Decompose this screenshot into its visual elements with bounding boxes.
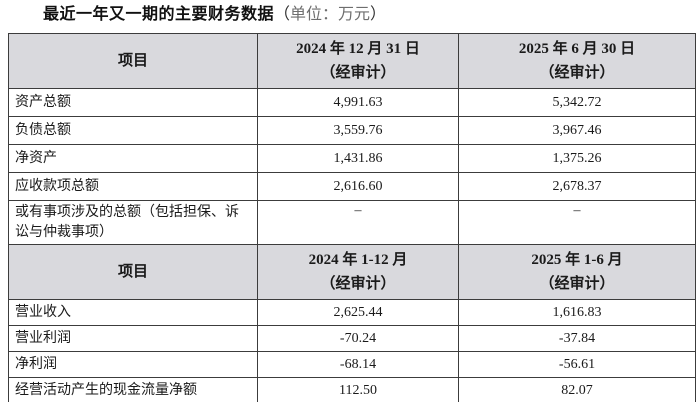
title-text: 最近一年又一期的主要财务数据	[43, 6, 275, 23]
table-row: 应收款项总额 2,616.60 2,678.37	[8, 172, 696, 201]
value-cell: -68.14	[257, 351, 459, 378]
table-row: 经营活动产生的现金流量净额 112.50 82.07	[8, 377, 696, 402]
value-cell: 112.50	[257, 377, 459, 402]
header-period2-cell: 2025 年 1-6 月 （经审计）	[458, 244, 696, 300]
value-cell: –	[257, 200, 459, 245]
table-header-balance: 项目 2024 年 12 月 31 日 （经审计） 2025 年 6 月 30 …	[8, 33, 696, 89]
table-row: 或有事项涉及的总额（包括担保、诉讼与仲裁事项） – –	[8, 200, 696, 245]
title-paren-close: ）	[370, 6, 387, 23]
table-row: 资产总额 4,991.63 5,342.72	[8, 88, 696, 117]
row-label-cell: 负债总额	[8, 116, 258, 145]
row-label-cell: 营业利润	[8, 325, 258, 352]
row-label-cell: 营业收入	[8, 299, 258, 326]
value-cell: 1,431.86	[257, 144, 459, 173]
title-paren-open: （	[274, 6, 291, 23]
header-period1-cell: 2024 年 1-12 月 （经审计）	[257, 244, 459, 300]
value-cell: 4,991.63	[257, 88, 459, 117]
row-label-cell: 经营活动产生的现金流量净额	[8, 377, 258, 402]
header-date2-cell: 2025 年 6 月 30 日 （经审计）	[458, 33, 696, 89]
value-cell: 5,342.72	[458, 88, 696, 117]
table-row: 负债总额 3,559.76 3,967.46	[8, 116, 696, 145]
value-cell: 82.07	[458, 377, 696, 402]
table-row: 净利润 -68.14 -56.61	[8, 351, 696, 378]
row-label-cell: 净资产	[8, 144, 258, 173]
value-cell: 2,678.37	[458, 172, 696, 201]
value-cell: 2,625.44	[257, 299, 459, 326]
table-row: 营业利润 -70.24 -37.84	[8, 325, 696, 352]
row-label-cell: 或有事项涉及的总额（包括担保、诉讼与仲裁事项）	[8, 200, 258, 245]
header-item-cell: 项目	[8, 33, 258, 89]
row-label-cell: 资产总额	[8, 88, 258, 117]
value-cell: 1,616.83	[458, 299, 696, 326]
header-date1-line1: 2024 年 12 月 31 日	[296, 41, 420, 57]
value-cell: 3,559.76	[257, 116, 459, 145]
row-label-cell: 净利润	[8, 351, 258, 378]
row-label-cell: 应收款项总额	[8, 172, 258, 201]
value-cell: -70.24	[257, 325, 459, 352]
header-date1-line2: （经审计）	[320, 65, 396, 81]
financial-data-table: 项目 2024 年 12 月 31 日 （经审计） 2025 年 6 月 30 …	[8, 33, 696, 402]
table-row: 营业收入 2,625.44 1,616.83	[8, 299, 696, 326]
value-cell: -37.84	[458, 325, 696, 352]
header-date1-cell: 2024 年 12 月 31 日 （经审计）	[257, 33, 459, 89]
header-period2-line2: （经审计）	[539, 276, 615, 292]
header-period1-line1: 2024 年 1-12 月	[308, 252, 408, 268]
header-item-cell: 项目	[8, 244, 258, 300]
header-period2-line1: 2025 年 1-6 月	[531, 252, 623, 268]
title-unit-text: 单位：万元	[290, 6, 371, 23]
value-cell: 3,967.46	[458, 116, 696, 145]
value-cell: -56.61	[458, 351, 696, 378]
header-date2-line2: （经审计）	[539, 65, 615, 81]
table-row: 净资产 1,431.86 1,375.26	[8, 144, 696, 173]
value-cell: –	[458, 200, 696, 245]
page-title: 最近一年又一期的主要财务数据（单位：万元）	[43, 4, 386, 26]
header-period1-line2: （经审计）	[320, 276, 396, 292]
value-cell: 1,375.26	[458, 144, 696, 173]
header-date2-line1: 2025 年 6 月 30 日	[518, 41, 636, 57]
table-header-income: 项目 2024 年 1-12 月 （经审计） 2025 年 1-6 月 （经审计…	[8, 244, 696, 300]
value-cell: 2,616.60	[257, 172, 459, 201]
